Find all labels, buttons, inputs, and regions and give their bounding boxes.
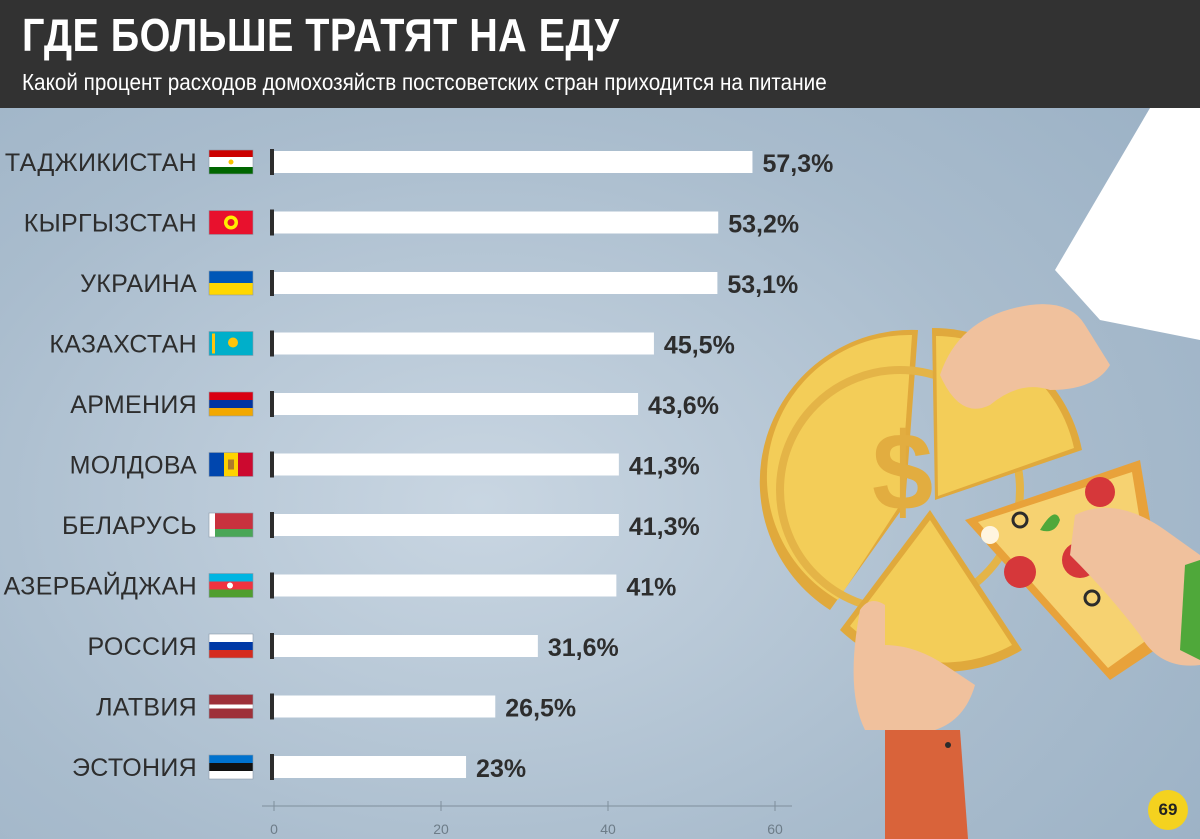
tajikistan-flag <box>208 149 254 175</box>
bar-anchor <box>270 633 274 659</box>
sleeve-bottom <box>885 730 968 839</box>
sleeve-top <box>1055 108 1200 340</box>
pepper <box>1040 514 1060 532</box>
bar <box>274 574 617 597</box>
pepperoni-1 <box>1085 477 1115 507</box>
bar <box>274 635 538 657</box>
hand-bottom <box>853 601 975 730</box>
value-label: 45,5% <box>664 332 735 360</box>
bar-anchor <box>270 330 274 357</box>
category-label: КЫРГЫЗСТАН <box>24 210 197 238</box>
chart-row: РОССИЯ 31,6% <box>87 633 619 662</box>
chart-row: КЫРГЫЗСТАН 53,2% <box>24 209 799 239</box>
kyrgyzstan-flag <box>208 210 254 235</box>
chart-row: ТАДЖИКИСТАН 57,3% <box>5 149 833 178</box>
x-tick-label: 60 <box>767 821 783 837</box>
estonia-flag <box>208 754 254 780</box>
hand-top <box>940 304 1110 409</box>
bar-anchor <box>270 149 274 175</box>
olive-2 <box>1083 589 1101 607</box>
hand-right <box>1070 507 1200 666</box>
value-label: 41% <box>626 574 676 602</box>
x-tick-label: 0 <box>270 821 278 837</box>
category-label: ЛАТВИЯ <box>96 694 197 722</box>
value-label: 43,6% <box>648 392 719 420</box>
chart-row: АЗЕРБАЙДЖАН 41% <box>4 571 677 602</box>
chart-row: ЭСТОНИЯ 23% <box>72 754 526 783</box>
value-label: 53,2% <box>728 211 799 239</box>
latvia-flag <box>208 694 254 719</box>
azerbaijan-flag <box>208 573 254 598</box>
value-label: 26,5% <box>505 695 576 723</box>
bar <box>274 151 753 173</box>
bar-anchor <box>270 270 274 296</box>
bar <box>274 756 467 778</box>
sleeve-button <box>945 742 951 748</box>
chart-row: АРМЕНИЯ 43,6% <box>70 391 719 420</box>
ukraine-flag <box>208 270 254 296</box>
x-tick-label: 20 <box>433 821 449 837</box>
moldova-flag <box>208 452 254 477</box>
coin-slice-bottom-top <box>850 520 1012 663</box>
value-label: 57,3% <box>762 150 833 178</box>
value-label: 53,1% <box>727 271 798 299</box>
chart-row: УКРАИНА 53,1% <box>80 270 798 299</box>
chart-subtitle: Какой процент расходов домохозяйств пост… <box>22 69 827 95</box>
bar-anchor <box>270 512 274 538</box>
sleeve-right <box>1180 560 1200 660</box>
mushroom <box>981 526 999 544</box>
olive-1 <box>1011 511 1029 529</box>
bar <box>274 695 496 718</box>
category-label: ЭСТОНИЯ <box>72 754 197 782</box>
chart-row: ЛАТВИЯ 26,5% <box>96 693 576 723</box>
category-label: РОССИЯ <box>87 633 197 661</box>
bar <box>274 514 619 536</box>
x-tick-label: 40 <box>600 821 616 837</box>
category-label: ТАДЖИКИСТАН <box>5 149 197 177</box>
bar-anchor <box>270 693 274 720</box>
x-axis: 0 20 40 60 <box>262 801 792 837</box>
coin-slice-left-top <box>766 334 912 600</box>
category-label: АЗЕРБАЙДЖАН <box>4 571 197 601</box>
belarus-flag <box>208 512 254 538</box>
category-label: УКРАИНА <box>80 270 197 298</box>
chart-title: ГДЕ БОЛЬШЕ ТРАТЯТ НА ЕДУ <box>22 9 620 61</box>
header-bar: ГДЕ БОЛЬШЕ ТРАТЯТ НА ЕДУ Какой процент р… <box>0 0 1200 108</box>
value-label: 41,3% <box>629 513 700 541</box>
bar <box>274 453 619 476</box>
bar <box>274 211 719 234</box>
category-label: МОЛДОВА <box>70 452 197 480</box>
value-label: 23% <box>476 755 526 783</box>
chart-row: БЕЛАРУСЬ 41,3% <box>62 512 700 541</box>
category-label: КАЗАХСТАН <box>49 331 197 359</box>
bar-anchor <box>270 391 274 417</box>
armenia-flag <box>208 391 254 417</box>
bar-rows: ТАДЖИКИСТАН 57,3% КЫРГЫЗСТАН 53,2% УКРАИНА 53… <box>4 149 833 783</box>
value-label: 31,6% <box>548 634 619 662</box>
pepperoni-3 <box>1004 556 1036 588</box>
bar <box>274 272 718 294</box>
chart-row: КАЗАХСТАН 45,5% <box>49 330 735 360</box>
pizza-illustration: $ <box>759 108 1200 839</box>
category-label: АРМЕНИЯ <box>70 391 197 419</box>
value-label: 41,3% <box>629 453 700 481</box>
bar-anchor <box>270 754 274 780</box>
bar-anchor <box>270 451 274 478</box>
bar-anchor <box>270 572 274 599</box>
bar <box>274 393 639 415</box>
bar <box>274 332 654 355</box>
dollar-sign: $ <box>872 411 933 534</box>
kazakhstan-flag <box>208 331 254 356</box>
brand-logo: 69 <box>1148 790 1188 830</box>
category-label: БЕЛАРУСЬ <box>62 512 197 540</box>
chart-row: МОЛДОВА 41,3% <box>70 451 700 481</box>
russia-flag <box>208 633 254 659</box>
bar-anchor <box>270 209 274 236</box>
